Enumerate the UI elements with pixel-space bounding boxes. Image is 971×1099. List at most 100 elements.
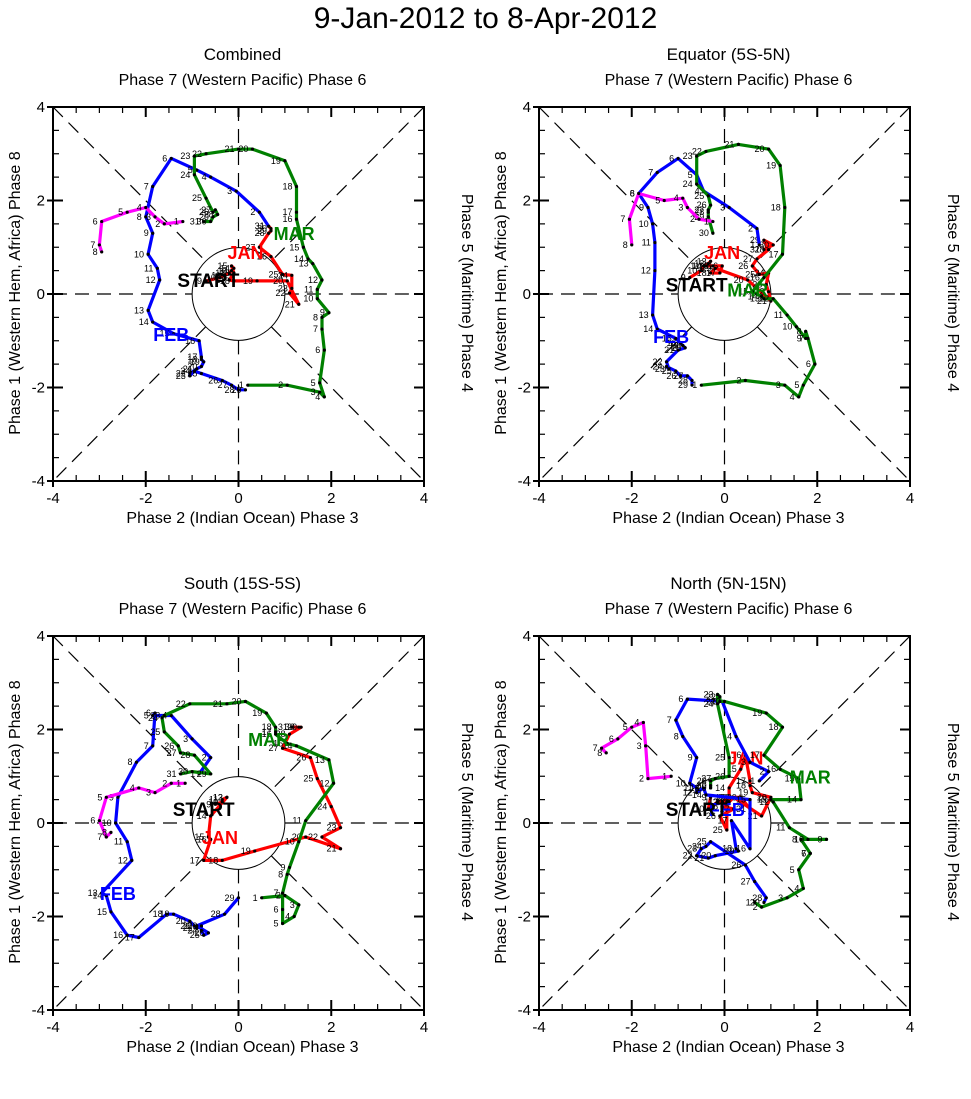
- day-label: 30: [697, 781, 707, 791]
- day-label: 19: [669, 340, 679, 350]
- day-label: 23: [176, 371, 186, 381]
- day-label: 24: [683, 179, 693, 189]
- day-label: 26: [715, 771, 725, 781]
- day-label: 18: [771, 203, 781, 213]
- day-label: 3: [778, 893, 783, 903]
- day-label: 15: [97, 907, 107, 917]
- data-point: [706, 856, 710, 860]
- data-point: [646, 205, 650, 210]
- data-point: [257, 245, 261, 249]
- day-label: 14: [139, 317, 149, 327]
- data-point: [748, 847, 752, 851]
- data-point: [824, 837, 829, 841]
- day-label: 14: [643, 324, 653, 334]
- day-label: 19: [160, 909, 170, 919]
- day-label: 12: [213, 792, 223, 802]
- y-tick-label: -4: [32, 1002, 45, 1019]
- day-label: 30: [178, 767, 188, 777]
- data-point: [727, 786, 731, 790]
- day-label: 12: [308, 275, 318, 285]
- data-point: [236, 147, 241, 151]
- data-point: [644, 744, 648, 748]
- day-label: 10: [206, 273, 216, 283]
- day-label: 8: [797, 326, 802, 336]
- phase-divider-line: [538, 635, 693, 791]
- data-point: [100, 250, 104, 254]
- day-label: 28: [255, 228, 265, 238]
- data-point: [651, 222, 655, 226]
- data-point: [736, 849, 741, 853]
- day-label: 29: [231, 385, 241, 395]
- data-point: [801, 383, 805, 387]
- day-label: 6: [678, 694, 683, 704]
- day-label: 4: [674, 193, 679, 203]
- data-point: [206, 835, 210, 839]
- y-tick-label: -4: [518, 1002, 531, 1019]
- day-label: 5: [188, 165, 193, 175]
- month-label-mar: MAR: [727, 280, 768, 300]
- data-point: [655, 170, 659, 175]
- day-label: 15: [727, 764, 737, 774]
- x-tick-label: 4: [906, 1019, 914, 1036]
- day-label: 8: [137, 212, 142, 222]
- data-point: [813, 362, 817, 366]
- day-label: 3: [146, 788, 151, 798]
- data-point: [294, 210, 299, 214]
- data-point: [799, 837, 803, 841]
- day-label: 25: [713, 825, 723, 835]
- day-label: 16: [750, 273, 760, 283]
- day-label: 29: [197, 769, 207, 779]
- data-point: [762, 297, 766, 301]
- day-label: 23: [327, 823, 337, 833]
- data-point: [274, 730, 278, 734]
- data-point: [297, 302, 301, 306]
- x-tick-label: 2: [327, 1019, 335, 1036]
- data-point: [209, 814, 213, 818]
- data-point: [202, 858, 206, 862]
- data-point: [750, 264, 754, 268]
- data-point: [743, 863, 747, 867]
- data-point: [695, 786, 699, 790]
- data-point: [713, 776, 717, 781]
- x-tick-label: 4: [420, 1019, 428, 1036]
- data-point: [783, 205, 787, 210]
- data-point: [125, 933, 129, 937]
- data-point: [104, 835, 108, 839]
- data-point: [232, 279, 236, 283]
- day-label: 23: [687, 844, 697, 854]
- phase-divider-line: [756, 326, 911, 482]
- day-label: 24: [692, 841, 702, 851]
- day-label: 9: [688, 753, 693, 763]
- data-point: [199, 928, 203, 933]
- day-label: 3: [227, 186, 232, 196]
- data-point: [699, 847, 703, 851]
- day-label: 15: [160, 329, 170, 339]
- day-label: 14: [692, 790, 702, 800]
- data-point: [736, 142, 741, 146]
- day-label: 21: [183, 364, 193, 374]
- data-point: [734, 734, 738, 739]
- data-point: [734, 847, 738, 851]
- series-jan: 9101112131415161718192021222324252627282…: [197, 221, 301, 309]
- day-label: 8: [674, 732, 679, 742]
- day-label: 24: [713, 797, 723, 807]
- data-point: [236, 896, 241, 900]
- data-point: [704, 264, 708, 268]
- x-tick-label: 0: [720, 1019, 728, 1036]
- series-line-apr: [627, 191, 714, 246]
- day-label: 26: [257, 252, 267, 262]
- day-label: 15: [273, 739, 283, 749]
- x-tick-label: -4: [46, 1019, 59, 1036]
- day-label: 27: [245, 242, 255, 252]
- day-label: 13: [134, 305, 144, 315]
- phase-divider-line: [52, 106, 207, 262]
- day-label: 1: [253, 893, 258, 903]
- data-point: [202, 933, 206, 937]
- day-label: 11: [642, 238, 651, 248]
- day-label: 20: [710, 696, 720, 706]
- data-point: [171, 912, 176, 916]
- day-label: 7: [97, 832, 102, 842]
- day-label: 9: [320, 308, 325, 318]
- data-point: [718, 814, 722, 818]
- phase-divider-line: [756, 855, 911, 1011]
